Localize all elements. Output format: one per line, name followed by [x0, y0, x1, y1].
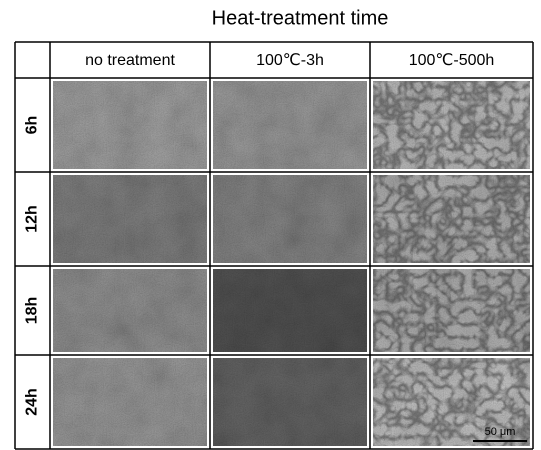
micrograph-grain [213, 269, 367, 352]
micrograph [213, 269, 367, 352]
micrograph-veins [373, 269, 530, 352]
micrograph-grain [53, 269, 207, 352]
scale-bar-label: 50 μm [485, 426, 516, 438]
micrograph [373, 81, 530, 169]
column-header: 100℃-3h [256, 52, 324, 69]
column-header: 100℃-500h [409, 52, 495, 69]
micrograph [53, 358, 207, 446]
micrograph-grain [213, 81, 367, 169]
micrograph-grain [213, 175, 367, 263]
column-header: no treatment [85, 52, 175, 69]
micrograph [53, 81, 207, 169]
micrograph [213, 175, 367, 263]
micrograph-grain [53, 81, 207, 169]
micrograph-grain [53, 358, 207, 446]
figure: Heat-treatment time no treatment 100℃-3h 1… [0, 0, 541, 450]
row-header: 24h [24, 388, 41, 416]
micrograph [53, 175, 207, 263]
micrograph [213, 81, 367, 169]
micrograph-veins [373, 175, 530, 263]
micrograph-veins [373, 81, 530, 169]
micrograph-grid: no treatment 100℃-3h 100℃-500h 6h 12h 18h 24h 5… [15, 42, 533, 449]
figure-title: Heat-treatment time [212, 7, 389, 29]
micrograph [373, 175, 530, 263]
micrograph [53, 269, 207, 352]
row-header: 12h [24, 205, 41, 233]
micrograph-grain [53, 175, 207, 263]
row-header: 18h [24, 297, 41, 325]
row-header: 6h [24, 116, 41, 135]
micrograph [213, 358, 367, 446]
micrograph-grain [213, 358, 367, 446]
micrograph [373, 269, 530, 352]
